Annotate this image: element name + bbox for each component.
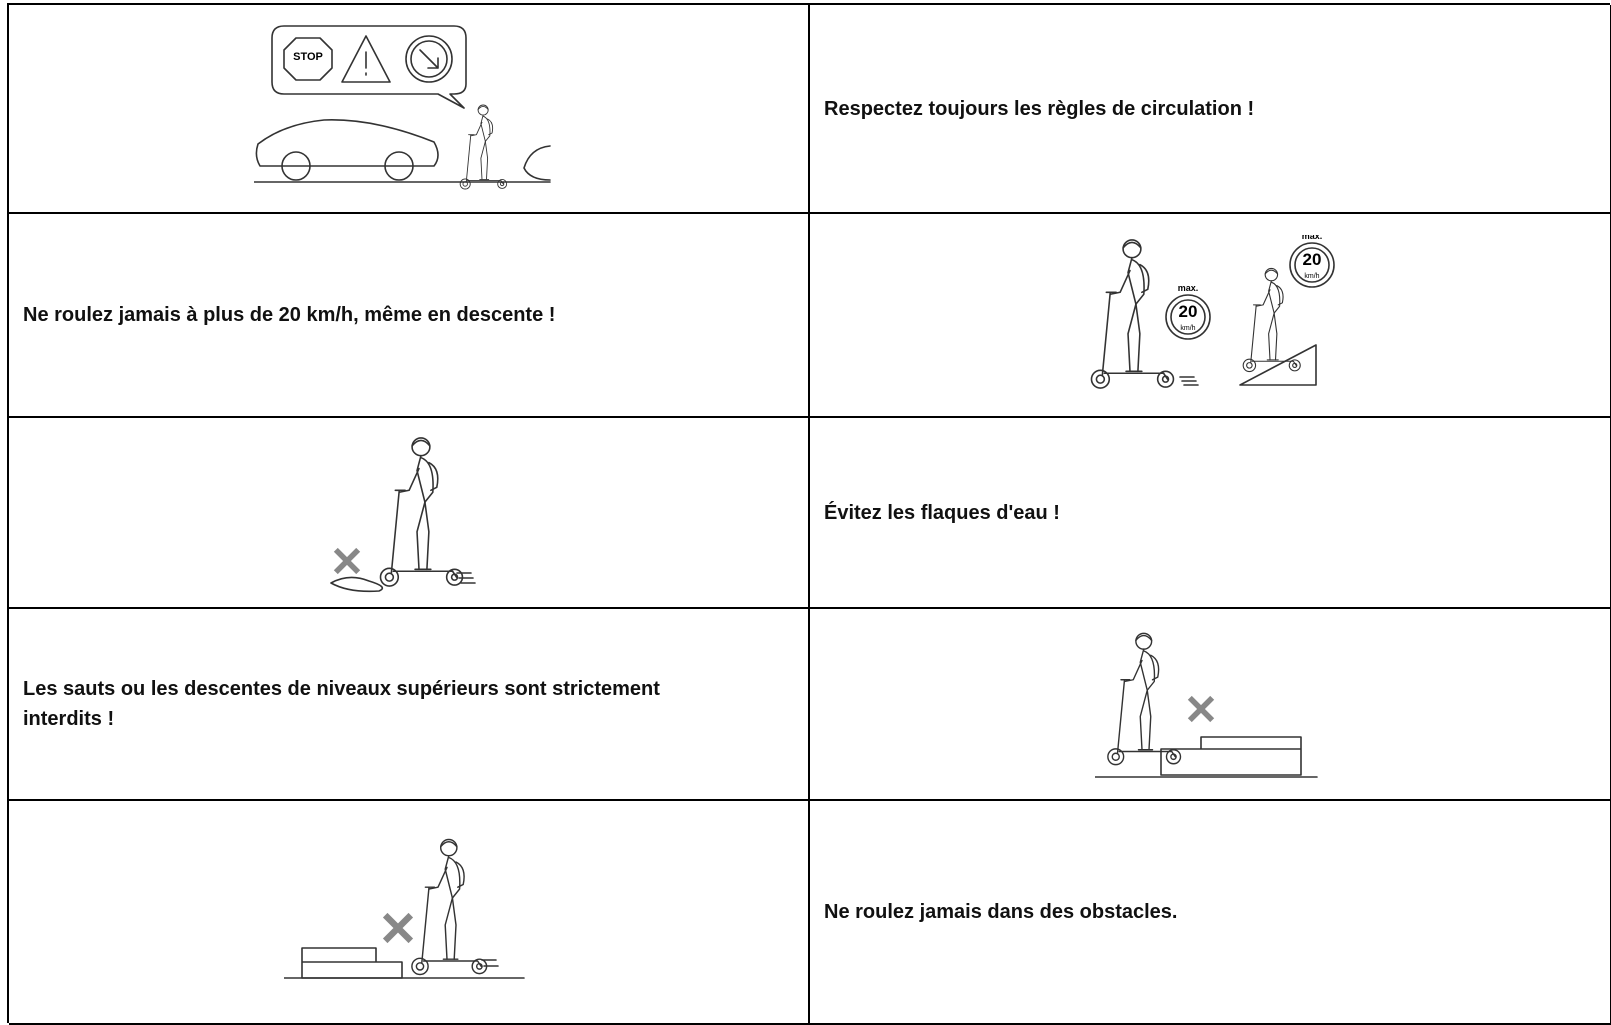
table-cell: Évitez les flaques d'eau !: [810, 418, 1611, 609]
cell-text: Les sauts ou les descentes de niveaux su…: [23, 678, 660, 730]
table-cell: Respectez toujours les règles de circula…: [810, 5, 1611, 214]
jump-illustration: [1095, 632, 1318, 778]
puddle-illustration: [329, 436, 476, 592]
table-cell: Ne roulez jamais dans des obstacles.: [810, 801, 1611, 1025]
table-cell: Ne roulez jamais à plus de 20 km/h, même…: [9, 214, 810, 418]
speed-max: max.: [1178, 283, 1199, 293]
table: STOP Respectez toujours les règles de ci…: [7, 3, 1611, 1025]
speed-value: 20: [1303, 250, 1322, 269]
cell-text: Ne roulez jamais à plus de 20 km/h, même…: [23, 304, 556, 326]
traffic-illustration: STOP: [253, 24, 551, 189]
table-cell: STOP: [9, 5, 810, 214]
table-cell: [9, 418, 810, 609]
cell-text: Ne roulez jamais dans des obstacles.: [824, 901, 1178, 923]
table-cell: [810, 609, 1611, 801]
stop-label: STOP: [293, 51, 323, 63]
speed-value: 20: [1179, 302, 1198, 321]
cell-text: Respectez toujours les règles de circula…: [824, 97, 1255, 120]
cell-text: Évitez les flaques d'eau !: [824, 501, 1060, 524]
speed-illustration: max. 20 km/h max. 20 km/h: [1090, 235, 1335, 389]
table-cell: [9, 801, 810, 1025]
speed-max: max.: [1302, 235, 1323, 241]
speed-unit: km/h: [1304, 273, 1319, 280]
table-cell: max. 20 km/h max. 20 km/h: [810, 214, 1611, 418]
table-cell: Les sauts ou les descentes de niveaux su…: [9, 609, 810, 801]
speed-unit: km/h: [1180, 325, 1195, 332]
obstacle-illustration: [283, 838, 525, 979]
